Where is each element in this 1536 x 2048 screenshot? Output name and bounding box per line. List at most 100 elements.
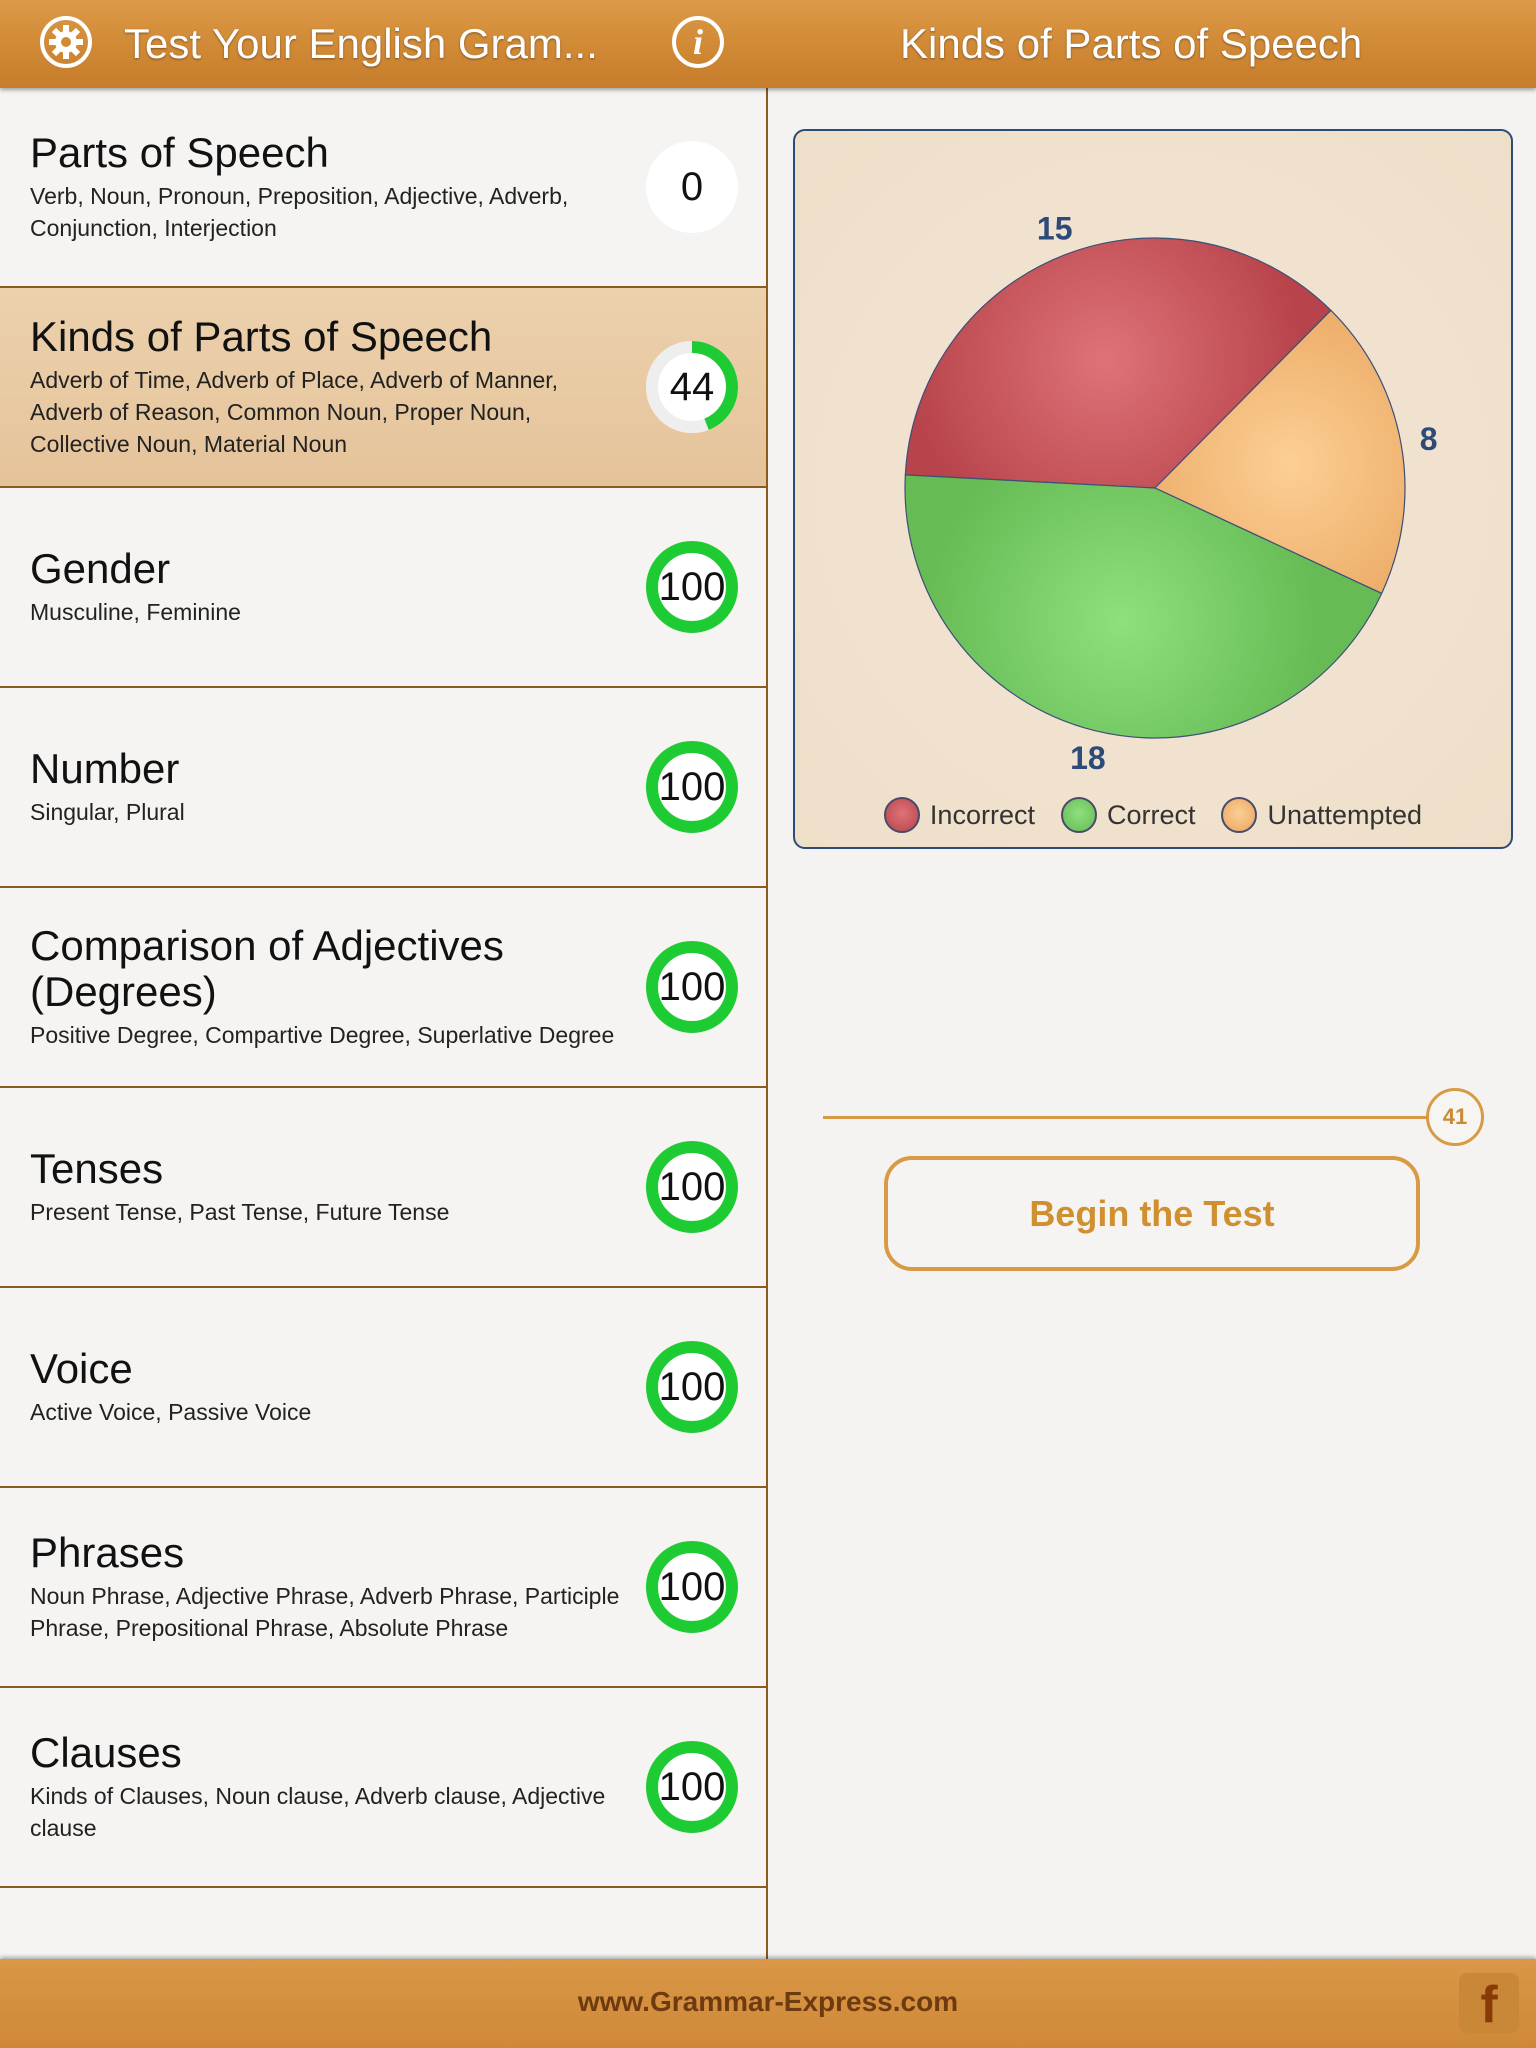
- pie-slice-unattempted: [1153, 309, 1406, 595]
- pie-slice-correct: [904, 474, 1383, 739]
- topic-row[interactable]: Comparison of Adjectives (Degrees) Positi…: [0, 888, 766, 1088]
- question-count-slider-knob[interactable]: 41: [1426, 1088, 1484, 1146]
- score-badge: 100: [646, 941, 738, 1033]
- score-ring-progress: [646, 541, 738, 633]
- website-link[interactable]: www.Grammar-Express.com: [577, 1986, 959, 2017]
- pie-chart: 15 8 18: [904, 211, 1438, 776]
- score-ring-progress: [646, 1341, 738, 1433]
- score-badge: 100: [646, 541, 738, 633]
- topic-text: Phrases Noun Phrase, Adjective Phrase, Ad…: [30, 1530, 630, 1644]
- score-value: 0: [680, 165, 704, 209]
- facebook-icon[interactable]: f: [1459, 1973, 1519, 2034]
- score-value: 100: [658, 1365, 726, 1409]
- score-ring-progress: [646, 941, 738, 1033]
- score-badge: 100: [646, 741, 738, 833]
- score-ring: [646, 1741, 738, 1833]
- topic-text: Number Singular, Plural: [30, 746, 630, 828]
- score-ring: [646, 541, 738, 633]
- legend-label: Unattempted: [1267, 799, 1423, 830]
- topic-row[interactable]: Clauses Kinds of Clauses, Noun clause, Ad…: [0, 1688, 766, 1888]
- topic-title: Number: [30, 745, 180, 792]
- question-count-slider-track[interactable]: [823, 1116, 1433, 1119]
- detail-title: Kinds of Parts of Speech: [900, 20, 1363, 67]
- score-ring-progress: [646, 1541, 738, 1633]
- score-ring: [646, 1541, 738, 1633]
- info-icon[interactable]: i: [672, 16, 724, 68]
- legend-label: Incorrect: [929, 799, 1035, 830]
- topic-text: Gender Musculine, Feminine: [30, 546, 630, 628]
- score-background: [646, 1341, 738, 1433]
- score-badge: 100: [646, 1141, 738, 1233]
- topic-subtitle: Present Tense, Past Tense, Future Tense: [30, 1199, 450, 1225]
- topic-subtitle: Kinds of Clauses, Noun clause, Adverb cl…: [30, 1783, 606, 1841]
- score-background: [646, 941, 738, 1033]
- topic-row[interactable]: Kinds of Parts of Speech Adverb of Time, …: [0, 288, 766, 488]
- topic-row[interactable]: Kinds of Sentences 01: [0, 1888, 766, 1959]
- topic-row[interactable]: Parts of Speech Verb, Noun, Pronoun, Prep…: [0, 88, 766, 288]
- pie-label: 15: [1037, 211, 1073, 247]
- legend-swatch: [1221, 797, 1258, 833]
- begin-test-button[interactable]: Begin the Test: [884, 1156, 1420, 1271]
- score-background: [646, 1141, 738, 1233]
- score-value: 100: [658, 1565, 726, 1609]
- score-badge: 44: [646, 341, 738, 433]
- legend-item: Incorrect: [883, 797, 1035, 833]
- legend-swatch: [1060, 797, 1097, 833]
- score-ring: [646, 1341, 738, 1433]
- topic-text: Voice Active Voice, Passive Voice: [30, 1346, 630, 1428]
- topic-subtitle: Noun Phrase, Adjective Phrase, Adverb Ph…: [30, 1583, 620, 1641]
- topic-row[interactable]: Tenses Present Tense, Past Tense, Future …: [0, 1088, 766, 1288]
- topic-title: Gender: [30, 545, 171, 592]
- topic-subtitle: Adverb of Time, Adverb of Place, Adverb …: [30, 367, 559, 457]
- score-ring: [646, 941, 738, 1033]
- score-badge: 100: [646, 1741, 738, 1833]
- score-value: 100: [658, 565, 726, 609]
- score-value: 100: [658, 1165, 726, 1209]
- score-background: [646, 1741, 738, 1833]
- topic-subtitle: Active Voice, Passive Voice: [30, 1399, 312, 1425]
- score-badge: 100: [646, 1341, 738, 1433]
- legend-item: Unattempted: [1221, 797, 1422, 833]
- pie-slice-incorrect: [904, 237, 1332, 489]
- topic-title: Parts of Speech: [30, 129, 329, 176]
- score-background: [646, 141, 738, 233]
- score-value: 44: [669, 365, 715, 409]
- score-value: 100: [658, 765, 726, 809]
- topic-row[interactable]: Phrases Noun Phrase, Adjective Phrase, Ad…: [0, 1488, 766, 1688]
- legend-label: Correct: [1106, 799, 1196, 830]
- topic-title: Clauses: [30, 1729, 182, 1776]
- footer-bar: www.Grammar-Express.com f: [0, 1959, 1536, 2048]
- score-ring: [646, 341, 738, 433]
- header-bar: Test Your English Gram... i Kinds of Par…: [0, 0, 1536, 88]
- chart-legend: Incorrect Correct Unattempted: [795, 797, 1511, 833]
- topic-text: Clauses Kinds of Clauses, Noun clause, Ad…: [30, 1730, 630, 1844]
- results-chart-card: 15 8 18 Incorrect Correct Unattempted: [793, 129, 1513, 849]
- topic-row[interactable]: Gender Musculine, Feminine 100: [0, 488, 766, 688]
- score-ring: [646, 1141, 738, 1233]
- score-background: [646, 741, 738, 833]
- topic-row[interactable]: Voice Active Voice, Passive Voice 100: [0, 1288, 766, 1488]
- score-value: 100: [658, 965, 726, 1009]
- topic-subtitle: Musculine, Feminine: [30, 599, 241, 625]
- score-value: 100: [658, 1765, 726, 1809]
- pie-label: 8: [1420, 421, 1438, 457]
- topic-subtitle: Singular, Plural: [30, 799, 185, 825]
- score-background: [646, 541, 738, 633]
- score-ring-progress: [646, 1141, 738, 1233]
- topic-title: Comparison of Adjectives (Degrees): [30, 922, 504, 1015]
- topic-subtitle: Verb, Noun, Pronoun, Preposition, Adject…: [30, 183, 569, 241]
- topic-title: Phrases: [30, 1529, 185, 1576]
- score-background: [646, 1541, 738, 1633]
- legend-item: Correct: [1060, 797, 1196, 833]
- topic-subtitle: Positive Degree, Compartive Degree, Supe…: [30, 1022, 615, 1048]
- pie-label: 18: [1070, 740, 1106, 776]
- app-title: Test Your English Gram...: [124, 20, 598, 67]
- topic-text: Parts of Speech Verb, Noun, Pronoun, Prep…: [30, 130, 630, 244]
- topic-text: Kinds of Parts of Speech Adverb of Time, …: [30, 314, 630, 460]
- topic-list[interactable]: Parts of Speech Verb, Noun, Pronoun, Prep…: [0, 88, 768, 1959]
- legend-swatch: [883, 797, 920, 833]
- score-ring-progress: [646, 341, 738, 433]
- gear-icon[interactable]: [40, 16, 92, 68]
- topic-row[interactable]: Number Singular, Plural 100: [0, 688, 766, 888]
- score-ring-progress: [646, 741, 738, 833]
